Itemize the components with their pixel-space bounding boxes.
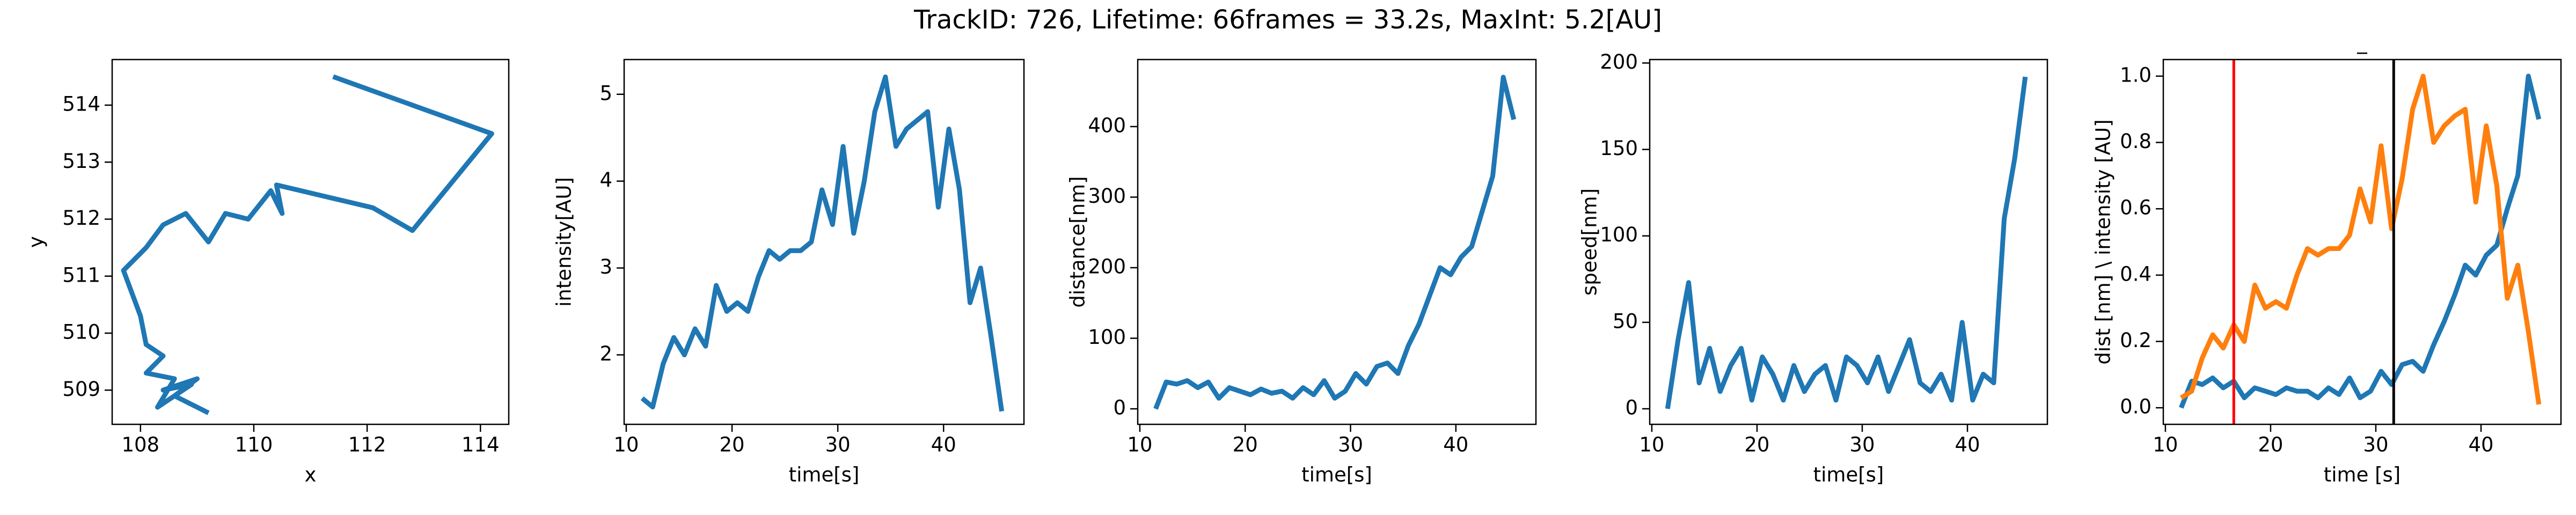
- x-tick-label: 40: [1443, 433, 1468, 457]
- x-tick-label: 110: [235, 433, 273, 457]
- x-tick-label: 30: [1849, 433, 1875, 457]
- y-tick-label: 200: [1088, 255, 1126, 278]
- x-tick-label: 10: [2153, 433, 2178, 457]
- y-tick-label: 150: [1600, 137, 1638, 160]
- y-tick-label: 0.6: [2120, 196, 2151, 219]
- x-axis-label: time[s]: [789, 464, 860, 487]
- y-axis-label: distance[nm]: [1066, 176, 1089, 307]
- data-line: [1665, 76, 2028, 409]
- x-axis-label: time[s]: [1813, 464, 1884, 487]
- y-tick-label: 513: [62, 150, 100, 173]
- y-axis-label: dist [nm] \ intensity [AU]: [2092, 119, 2115, 364]
- x-tick-label: 114: [462, 433, 500, 457]
- y-axis-label: speed[nm]: [1578, 188, 1601, 296]
- y-tick-label: 510: [62, 321, 100, 344]
- x-tick-label: 112: [348, 433, 386, 457]
- x-tick-label: 20: [2258, 433, 2283, 457]
- y-tick-label: 0: [1625, 396, 1638, 419]
- x-tick-label: 40: [2468, 433, 2493, 457]
- y-tick-label: 514: [62, 93, 100, 116]
- y-tick-label: 0: [1113, 396, 1126, 420]
- y-tick-label: 200: [1600, 50, 1638, 73]
- x-tick-label: 30: [825, 433, 851, 457]
- y-axis-label: y: [25, 236, 48, 248]
- x-tick-label: 30: [2363, 433, 2388, 457]
- axes-title: _: [2357, 31, 2367, 54]
- x-tick-label: 10: [1127, 433, 1152, 457]
- y-axis-label: intensity[AU]: [553, 177, 576, 307]
- x-tick-label: 20: [1744, 433, 1769, 457]
- data-line: [121, 74, 494, 415]
- y-tick-label: 2: [599, 342, 612, 365]
- data-line: [2179, 73, 2542, 409]
- y-tick-label: 0.4: [2120, 262, 2151, 285]
- axes-frame: [111, 58, 510, 425]
- y-tick-label: 509: [62, 378, 100, 401]
- y-tick-label: 511: [62, 263, 100, 286]
- y-tick-label: 100: [1088, 326, 1126, 349]
- axes-frame: [2162, 58, 2562, 425]
- data-line: [640, 74, 1005, 412]
- x-tick-label: 30: [1338, 433, 1363, 457]
- y-tick-label: 0.0: [2120, 395, 2151, 418]
- x-tick-label: 40: [1955, 433, 1980, 457]
- y-tick-label: 300: [1088, 185, 1126, 208]
- x-axis-label: time [s]: [2324, 464, 2401, 487]
- figure-title: TrackID: 726, Lifetime: 66frames = 33.2s…: [913, 5, 1662, 35]
- axes-frame: [623, 58, 1025, 425]
- x-tick-label: 20: [719, 433, 744, 457]
- x-axis-label: x: [305, 464, 317, 487]
- x-tick-label: 40: [931, 433, 956, 457]
- y-tick-label: 4: [599, 168, 612, 192]
- y-tick-label: 50: [1613, 310, 1638, 333]
- y-tick-label: 400: [1088, 114, 1126, 137]
- y-tick-label: 512: [62, 207, 100, 230]
- x-tick-label: 20: [1233, 433, 1258, 457]
- data-line: [1153, 75, 1517, 410]
- y-tick-label: 0.8: [2120, 130, 2151, 153]
- y-tick-label: 1.0: [2120, 63, 2151, 86]
- x-tick-label: 108: [121, 433, 159, 457]
- y-tick-label: 0.2: [2120, 329, 2151, 352]
- axes-frame: [1649, 58, 2048, 425]
- y-tick-label: 3: [599, 255, 612, 278]
- y-tick-label: 100: [1600, 223, 1638, 246]
- x-axis-label: time[s]: [1301, 464, 1372, 487]
- y-tick-label: 5: [599, 82, 612, 105]
- x-tick-label: 10: [1639, 433, 1664, 457]
- x-tick-label: 10: [613, 433, 639, 457]
- data-line: [2179, 73, 2542, 405]
- axes-frame: [1137, 58, 1537, 425]
